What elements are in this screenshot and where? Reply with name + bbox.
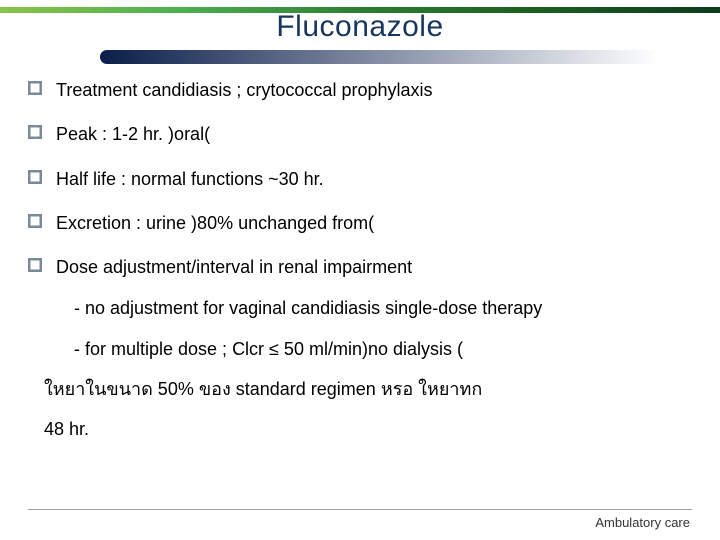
bullet-item: Treatment candidiasis ; crytococcal prop… xyxy=(28,78,692,102)
square-bullet-icon xyxy=(28,81,42,95)
title-underline xyxy=(100,50,660,64)
square-bullet-icon xyxy=(28,258,42,272)
sub-line: - for multiple dose ; Clcr ≤ 50 ml/min)n… xyxy=(74,332,692,366)
square-bullet-icon xyxy=(28,170,42,184)
sub-line: 48 hr. xyxy=(44,412,692,446)
slide: Fluconazole Treatment candidiasis ; cryt… xyxy=(0,0,720,540)
content-area: Treatment candidiasis ; crytococcal prop… xyxy=(28,78,692,452)
title-underline-svg xyxy=(100,50,660,64)
bullet-item: Half life : normal functions ~30 hr. xyxy=(28,167,692,191)
footer-text: Ambulatory care xyxy=(595,515,690,530)
sub-block: - no adjustment for vaginal candidiasis … xyxy=(74,291,692,446)
bullet-text: Treatment candidiasis ; crytococcal prop… xyxy=(56,78,433,102)
footer-rule xyxy=(28,509,692,510)
bullet-text: Peak : 1-2 hr. )oral( xyxy=(56,122,210,146)
bullet-text: Half life : normal functions ~30 hr. xyxy=(56,167,324,191)
bullet-item: Peak : 1-2 hr. )oral( xyxy=(28,122,692,146)
sub-line: - no adjustment for vaginal candidiasis … xyxy=(74,291,692,325)
bullet-item: Excretion : urine )80% unchanged from( xyxy=(28,211,692,235)
bullet-text: Excretion : urine )80% unchanged from( xyxy=(56,211,374,235)
square-bullet-icon xyxy=(28,214,42,228)
sub-line: ใหยาในขนาด 50% ของ standard regimen หรอ … xyxy=(44,372,692,406)
page-title: Fluconazole xyxy=(0,10,720,44)
bullet-text: Dose adjustment/interval in renal impair… xyxy=(56,255,412,279)
top-stripe xyxy=(0,0,720,6)
bullet-item: Dose adjustment/interval in renal impair… xyxy=(28,255,692,279)
square-bullet-icon xyxy=(28,125,42,139)
